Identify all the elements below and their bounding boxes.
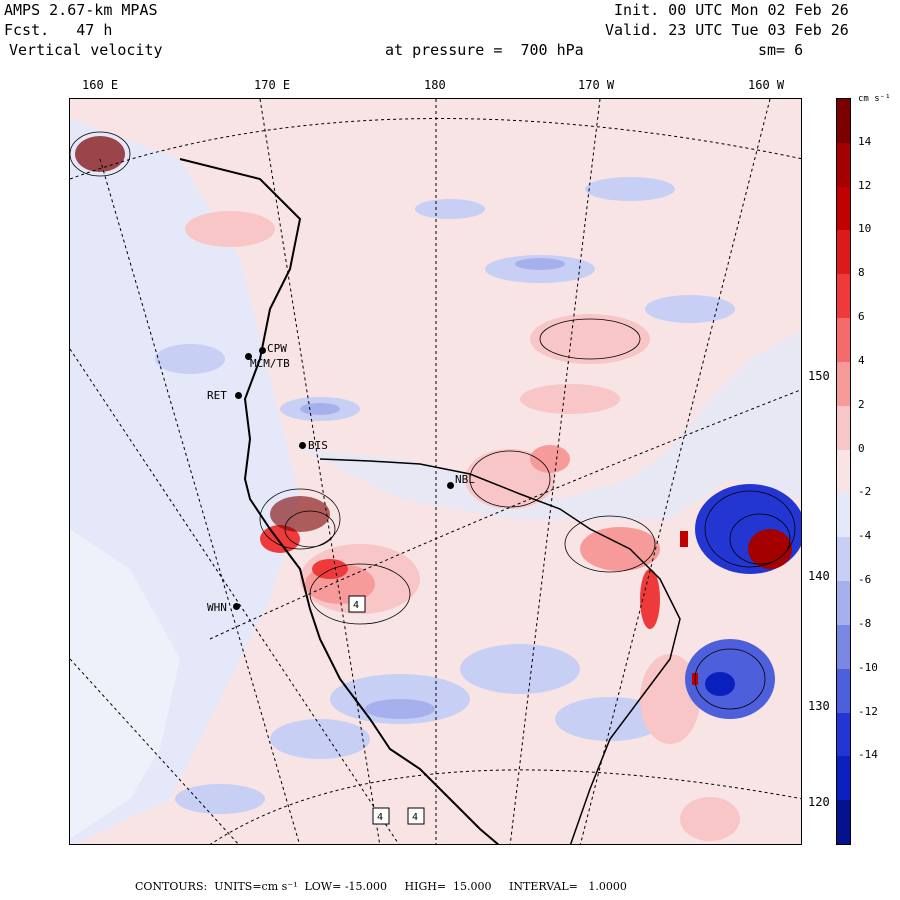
lat-label-130w: 130 W (808, 699, 845, 713)
colorbar-swatch (837, 449, 850, 494)
colorbar-swatch (837, 800, 850, 845)
station-mcm-tb: MCM/TB (250, 357, 290, 370)
station-dot-cpw (259, 347, 266, 354)
station-dot-nbl (447, 482, 454, 489)
init-time: Init. 00 UTC Mon 02 Feb 26 (614, 1, 849, 19)
colorbar-tick-label: 8 (858, 266, 865, 280)
colorbar-swatch (837, 405, 850, 451)
colorbar-swatch (837, 624, 850, 670)
colorbar-swatch (837, 142, 850, 188)
colorbar-swatch (837, 99, 850, 144)
colorbar-swatch (837, 230, 850, 275)
colorbar-swatch (837, 668, 850, 714)
colorbar-units: cm s⁻¹ (858, 94, 891, 104)
station-nbl: NBL (455, 473, 475, 486)
vertical-velocity-map: 4 4 4 CPW MCM/TB RET BIS NBL WHN (69, 98, 802, 845)
colorbar-swatch (837, 756, 850, 801)
lon-label-170w: 170 W (578, 78, 615, 92)
smoothing: sm= 6 (758, 41, 804, 59)
colorbar-swatch (837, 581, 850, 626)
station-cpw: CPW (267, 342, 287, 355)
colorbar-tick-label: -4 (858, 529, 872, 543)
colorbar-swatch (837, 274, 850, 319)
colorbar-swatch (837, 712, 850, 757)
colorbar-tick-label: 10 (858, 222, 872, 236)
pressure-level: at pressure = 700 hPa (385, 41, 584, 59)
station-dot-whn (233, 603, 240, 610)
colorbar-swatch (837, 537, 850, 582)
model-title: AMPS 2.67-km MPAS (4, 1, 158, 19)
colorbar-tick-label: -12 (858, 704, 878, 718)
contour-label-1: 4 (353, 600, 359, 611)
field-name: Vertical velocity (9, 41, 163, 59)
colorbar-tick-label: -8 (858, 616, 872, 630)
valid-time: Valid. 23 UTC Tue 03 Feb 26 (605, 21, 849, 39)
colorbar-swatch (837, 361, 850, 407)
colorbar-tick-label: 14 (858, 134, 872, 148)
station-bis: BIS (308, 439, 328, 452)
lat-label-140w: 140 W (808, 569, 845, 583)
colorbar-tick-label: 6 (858, 310, 865, 324)
colorbar-tick-label: -14 (858, 748, 878, 762)
station-dot-bis (299, 442, 306, 449)
contour-label-2: 4 (377, 812, 383, 823)
contour-footer: CONTOURS: UNITS=cm s⁻¹ LOW= -15.000 HIGH… (135, 880, 627, 893)
forecast-hour: Fcst. 47 h (4, 21, 113, 39)
colorbar-tick-label: 2 (858, 397, 865, 411)
lat-label-150w: 150 W (808, 369, 845, 383)
colorbar (836, 98, 851, 845)
colorbar-tick-label: -2 (858, 485, 872, 499)
lon-label-160e: 160 E (82, 78, 119, 92)
contour-label-3: 4 (412, 812, 418, 823)
colorbar-tick-label: 12 (858, 178, 872, 192)
colorbar-swatch (837, 493, 850, 538)
colorbar-tick-label: -6 (858, 573, 872, 587)
lon-label-180: 180 (424, 78, 446, 92)
colorbar-tick-label: 4 (858, 353, 865, 367)
lon-label-170e: 170 E (254, 78, 291, 92)
colorbar-swatch (837, 318, 850, 363)
station-ret: RET (207, 389, 227, 402)
station-whn: WHN (207, 601, 227, 614)
station-dot-ret (235, 392, 242, 399)
colorbar-tick-label: 0 (858, 441, 865, 455)
colorbar-tick-label: -10 (858, 660, 878, 674)
lon-label-160w: 160 W (748, 78, 785, 92)
colorbar-swatch (837, 186, 850, 231)
station-dot-mcm (245, 353, 252, 360)
lat-label-120w: 120 W (808, 795, 845, 809)
